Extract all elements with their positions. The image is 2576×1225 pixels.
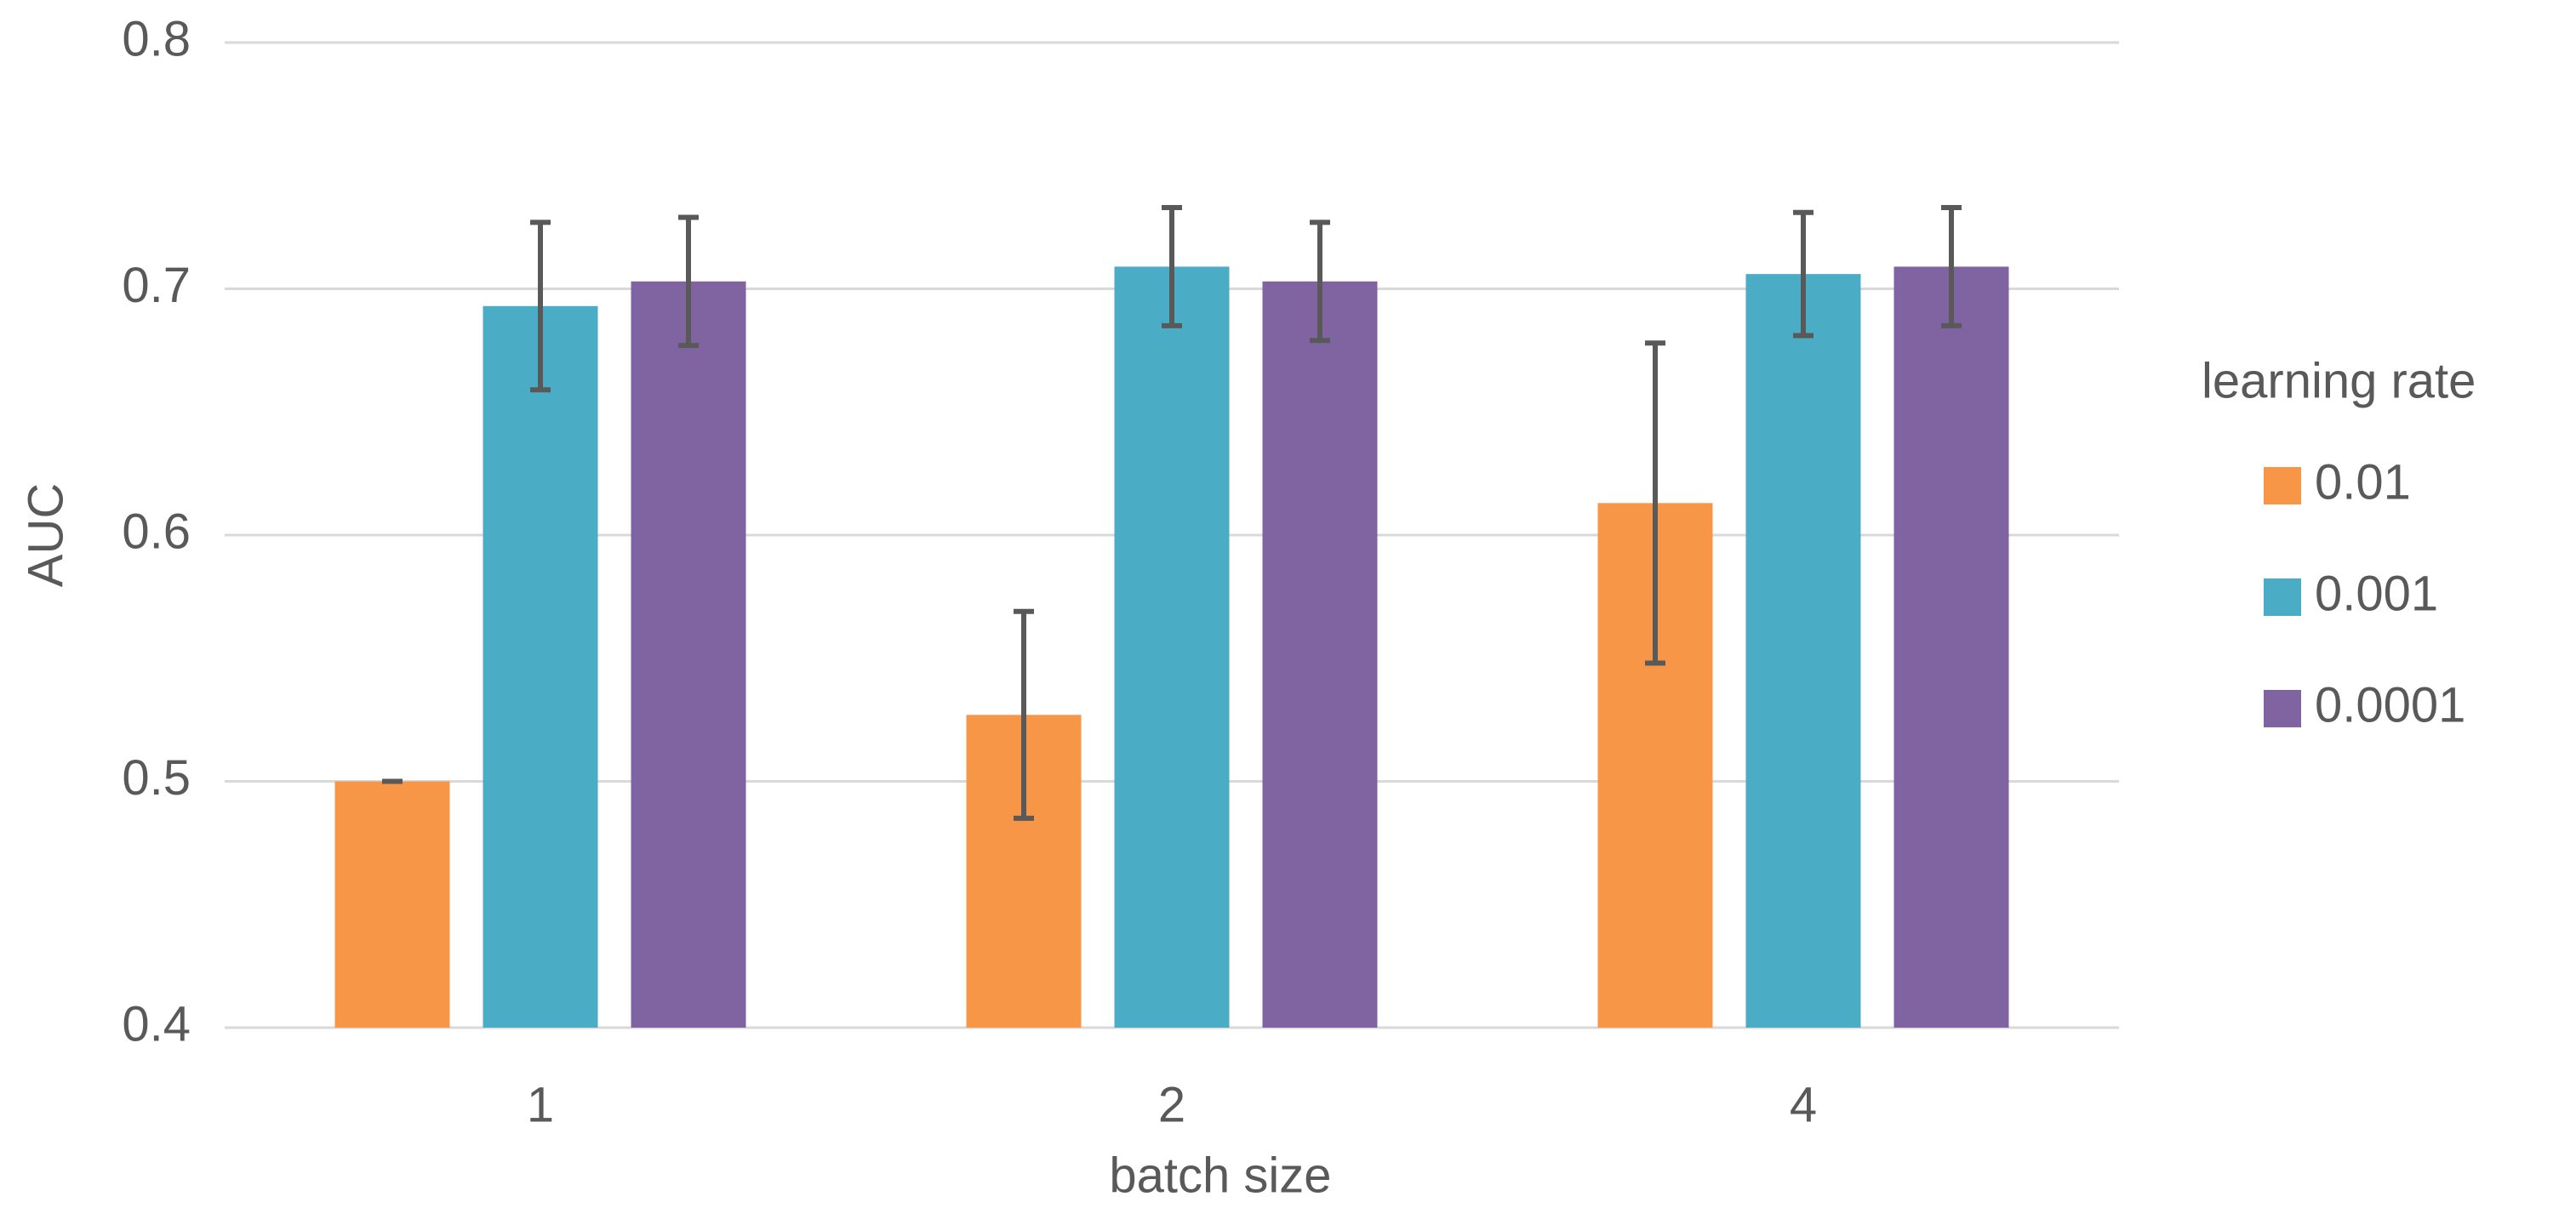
bar xyxy=(1745,274,1861,1028)
y-tick-label: 0.5 xyxy=(122,750,191,806)
bar xyxy=(631,281,746,1028)
y-tick-label: 0.6 xyxy=(122,504,191,559)
error-bar xyxy=(530,219,551,393)
error-bar xyxy=(1162,204,1182,328)
x-axis-label: batch size xyxy=(1109,1148,1331,1203)
error-bar xyxy=(1941,204,1962,328)
y-tick-label: 0.4 xyxy=(122,996,191,1051)
bar xyxy=(483,305,598,1028)
bar xyxy=(1114,266,1230,1028)
y-axis-label: AUC xyxy=(18,483,73,587)
y-tick-label: 0.8 xyxy=(122,11,191,66)
legend-label: 0.0001 xyxy=(2315,677,2465,732)
error-bar xyxy=(1645,340,1665,666)
legend-label: 0.01 xyxy=(2315,454,2411,510)
error-bar xyxy=(1310,219,1330,344)
bar xyxy=(1262,281,1378,1028)
legend-swatch xyxy=(2264,578,2301,616)
error-bar xyxy=(1793,209,1813,339)
x-tick-label: 1 xyxy=(527,1077,554,1132)
legend-title: learning rate xyxy=(2202,353,2476,408)
y-tick-label: 0.7 xyxy=(122,258,191,313)
error-bar xyxy=(1014,608,1034,821)
x-tick-label: 2 xyxy=(1158,1077,1185,1132)
legend-swatch xyxy=(2264,467,2301,504)
error-bar xyxy=(678,214,699,349)
legend-swatch xyxy=(2264,690,2301,727)
bar xyxy=(1893,266,2009,1028)
legend-label: 0.001 xyxy=(2315,566,2438,621)
x-tick-label: 4 xyxy=(1790,1077,1817,1132)
bar xyxy=(334,781,450,1028)
